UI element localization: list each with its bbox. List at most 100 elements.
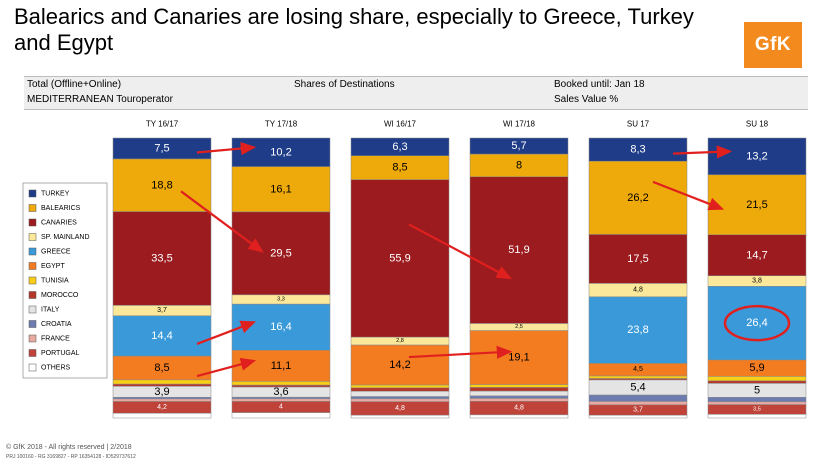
data-label-canaries-wi-16-17: 55,9 xyxy=(389,252,410,264)
bar-balearics-ty-17-18 xyxy=(231,166,331,213)
legend-swatch-others xyxy=(28,363,37,372)
data-label-greece-su-17: 23,8 xyxy=(627,324,648,336)
data-label-canaries-su-18: 14,7 xyxy=(746,249,767,261)
data-label-turkey-ty-17-18: 10,2 xyxy=(270,146,291,158)
bar-tunisia-ty-17-18 xyxy=(231,381,331,386)
data-label-canaries-ty-16-17: 33,5 xyxy=(151,253,172,265)
bar-morocco-wi-17-18 xyxy=(469,387,569,392)
data-label-balearics-ty-16-17: 18,8 xyxy=(151,179,172,191)
bar-france-su-17 xyxy=(588,401,688,406)
trend-arrow-greece-ty-16-17 xyxy=(196,320,257,345)
bar-canaries-ty-16-17 xyxy=(112,211,212,306)
data-label-egypt-su-18: 5,9 xyxy=(749,362,764,374)
bar-tunisia-su-17 xyxy=(588,375,688,379)
bar-canaries-su-17 xyxy=(588,234,688,284)
category-label-ty-17-18: TY 17/18 xyxy=(265,120,298,129)
trend-arrow-canaries-wi-16-17 xyxy=(408,223,512,280)
legend-label-turkey: TURKEY xyxy=(41,191,70,198)
bar-others-wi-17-18 xyxy=(469,414,569,419)
legend-label-croatia: CROATIA xyxy=(41,321,72,328)
data-label-turkey-su-17: 8,3 xyxy=(630,144,645,156)
bar-morocco-wi-16-17 xyxy=(350,387,450,392)
bar-balearics-su-18 xyxy=(707,174,807,236)
page-title: Balearics and Canaries are losing share,… xyxy=(14,4,694,55)
legend-swatch-france xyxy=(28,334,37,343)
data-label-sp-mainland-su-17: 4,8 xyxy=(633,287,643,294)
category-label-wi-17-18: WI 17/18 xyxy=(503,120,536,129)
data-label-turkey-su-18: 13,2 xyxy=(746,150,767,162)
data-label-canaries-su-17: 17,5 xyxy=(627,253,648,265)
bar-croatia-su-17 xyxy=(588,394,688,402)
project-id: PRJ 100160 - RG 3169827 - RP 16354128 - … xyxy=(6,454,136,460)
header-market: MEDITERRANEAN Touroperator xyxy=(27,94,173,105)
trend-arrow-turkey-su-17 xyxy=(672,145,733,159)
highlight-circle-greece-su-18 xyxy=(723,304,791,342)
bar-france-wi-17-18 xyxy=(469,398,569,402)
data-label-greece-su-18: 26,4 xyxy=(746,317,767,329)
data-label-italy-su-18: 5 xyxy=(754,384,760,396)
bar-croatia-wi-17-18 xyxy=(469,395,569,399)
data-label-portugal-wi-17-18: 4,8 xyxy=(514,405,524,412)
legend-label-greece: GREECE xyxy=(41,249,71,256)
data-label-balearics-wi-16-17: 8,5 xyxy=(392,162,407,174)
bar-tunisia-ty-16-17 xyxy=(112,379,212,385)
bar-tunisia-su-18 xyxy=(707,376,807,382)
legend-label-egypt: EGYPT xyxy=(41,263,65,270)
data-label-sp-mainland-su-18: 3,8 xyxy=(752,278,762,285)
gfk-logo: GfK xyxy=(744,22,802,68)
trend-arrow-balearics-ty-16-17 xyxy=(180,190,264,253)
data-label-sp-mainland-wi-16-17: 2,8 xyxy=(396,338,404,344)
bar-others-su-17 xyxy=(588,414,688,419)
data-label-portugal-ty-16-17: 4,2 xyxy=(157,404,167,411)
data-label-portugal-su-18: 3,5 xyxy=(753,406,761,412)
data-label-egypt-wi-17-18: 19,1 xyxy=(508,352,529,364)
bar-canaries-ty-17-18 xyxy=(231,211,331,296)
data-label-italy-ty-17-18: 3,6 xyxy=(273,386,288,398)
bar-balearics-su-17 xyxy=(588,160,688,235)
legend-label-balearics: BALEARICS xyxy=(41,205,81,212)
bar-balearics-ty-16-17 xyxy=(112,158,212,212)
legend-swatch-egypt xyxy=(28,262,37,270)
legend-label-portugal: PORTUGAL xyxy=(41,350,79,357)
data-label-turkey-ty-16-17: 7,5 xyxy=(154,143,169,155)
bar-morocco-su-18 xyxy=(707,380,807,384)
trend-arrow-turkey-ty-16-17 xyxy=(196,141,257,156)
trend-arrow-balearics-su-17 xyxy=(652,180,725,211)
bar-italy-wi-16-17 xyxy=(350,390,450,397)
data-label-balearics-ty-17-18: 16,1 xyxy=(270,183,291,195)
bar-croatia-su-18 xyxy=(707,397,807,403)
bar-croatia-wi-16-17 xyxy=(350,396,450,400)
legend-swatch-morocco xyxy=(28,291,37,299)
data-label-sp-mainland-ty-16-17: 3,7 xyxy=(157,307,167,314)
legend-box xyxy=(22,182,108,379)
legend-swatch-sp-mainland xyxy=(28,233,37,241)
bar-egypt-wi-17-18 xyxy=(469,330,569,385)
bar-greece-su-17 xyxy=(588,296,688,364)
data-label-egypt-ty-17-18: 11,1 xyxy=(271,360,292,372)
bar-tunisia-wi-17-18 xyxy=(469,384,569,388)
legend-label-others: OTHERS xyxy=(41,365,71,372)
header-scope: Total (Offline+Online) xyxy=(27,79,122,90)
legend-swatch-italy xyxy=(28,305,37,314)
category-label-wi-16-17: WI 16/17 xyxy=(384,120,417,129)
header-measure: Shares of Destinations xyxy=(294,79,395,90)
copyright: © GfK 2018 - All rights reserved | 2/201… xyxy=(6,444,132,451)
bar-others-ty-16-17 xyxy=(112,412,212,419)
legend-label-tunisia: TUNISIA xyxy=(41,278,69,285)
bar-france-ty-16-17 xyxy=(112,398,212,402)
legend-label-sp-mainland: SP. MAINLAND xyxy=(41,234,90,241)
data-label-greece-ty-17-18: 16,4 xyxy=(270,321,291,333)
header-unit: Sales Value % xyxy=(554,94,619,105)
data-label-canaries-wi-17-18: 51,9 xyxy=(508,244,529,256)
data-label-italy-ty-16-17: 3,9 xyxy=(154,386,169,398)
legend-label-france: FRANCE xyxy=(41,336,70,343)
bar-italy-wi-17-18 xyxy=(469,390,569,397)
bar-others-su-18 xyxy=(707,414,807,419)
legend-label-canaries: CANARIES xyxy=(41,220,77,227)
data-label-greece-ty-16-17: 14,4 xyxy=(151,330,172,342)
trend-arrow-egypt-ty-16-17 xyxy=(196,357,257,378)
bar-canaries-wi-16-17 xyxy=(350,179,450,338)
bar-france-wi-16-17 xyxy=(350,398,450,402)
data-label-canaries-ty-17-18: 29,5 xyxy=(270,247,291,259)
